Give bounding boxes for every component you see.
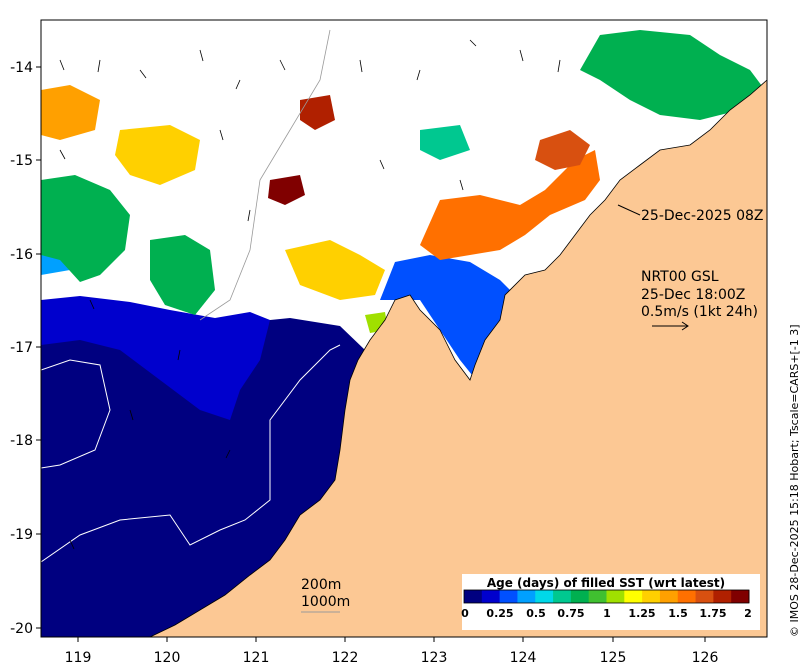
colorbar-tick-label: 1 bbox=[603, 607, 611, 620]
lon-tick-label: 123 bbox=[421, 650, 448, 666]
colorbar-tick-label: 2 bbox=[744, 607, 752, 620]
colorbar-swatch bbox=[517, 590, 536, 603]
sst-age-green-mid bbox=[150, 235, 215, 315]
colorbar-swatch bbox=[553, 590, 572, 603]
colorbar-tick-label: 0.25 bbox=[486, 607, 513, 620]
colorbar-tick-label: 1.5 bbox=[668, 607, 688, 620]
sst-age-green-northeast bbox=[580, 30, 765, 120]
bathy-contour-1000m bbox=[41, 344, 341, 563]
colorbar-swatch bbox=[713, 590, 732, 603]
colorbar-swatch bbox=[481, 590, 501, 603]
sst-age-orange-west bbox=[41, 85, 100, 140]
colorbar-tick-label: 0.5 bbox=[526, 607, 546, 620]
lon-axis: 119 120 121 122 123 124 125 126 bbox=[65, 637, 719, 666]
map-frame bbox=[40, 19, 768, 638]
sst-age-blue-region bbox=[41, 296, 270, 420]
contour-1000m-label: 1000m bbox=[301, 594, 350, 610]
colorbar-swatch bbox=[731, 590, 750, 603]
lat-tick-label: -18 bbox=[10, 433, 33, 449]
colorbar-swatch bbox=[570, 590, 590, 603]
sst-age-zero-region bbox=[41, 318, 365, 637]
lat-tick-label: -16 bbox=[10, 247, 33, 263]
sst-age-orange-northeast bbox=[535, 130, 590, 170]
current-time-label: 25-Dec 18:00Z bbox=[641, 287, 745, 303]
lat-tick-label: -15 bbox=[10, 153, 33, 169]
colorbar-swatch bbox=[695, 590, 714, 603]
lat-tick-label: -19 bbox=[10, 527, 33, 543]
current-source-label: NRT00 GSL bbox=[641, 269, 719, 285]
lon-tick-label: 124 bbox=[510, 650, 537, 666]
colorbar-swatch bbox=[659, 590, 679, 603]
colorbar-swatch bbox=[464, 590, 483, 603]
credit-text: © IMOS 28-Dec-2025 15:18 Hobart; Tscale=… bbox=[788, 324, 801, 637]
colorbar-tick-label: 1.25 bbox=[628, 607, 655, 620]
lat-tick-label: -20 bbox=[10, 621, 33, 637]
colorbar-swatch bbox=[624, 590, 643, 603]
colorbar-tick-label: 0.75 bbox=[557, 607, 584, 620]
colorbar-swatch bbox=[677, 590, 697, 603]
colorbar-swatch bbox=[588, 590, 607, 603]
arrow-scale-label: 0.5m/s (1kt 24h) bbox=[641, 304, 758, 320]
current-vectors bbox=[59, 39, 561, 550]
lon-tick-label: 122 bbox=[332, 650, 359, 666]
sst-age-red-north bbox=[300, 95, 335, 130]
sst-age-orange-east bbox=[420, 150, 600, 260]
colorbar-swatch bbox=[606, 590, 625, 603]
sst-age-yellow-mid bbox=[285, 240, 385, 300]
colorbar-title: Age (days) of filled SST (wrt latest) bbox=[487, 576, 725, 590]
lon-tick-label: 119 bbox=[65, 650, 92, 666]
contour-200m-label: 200m bbox=[301, 577, 341, 593]
colorbar-swatch bbox=[642, 590, 661, 603]
colorbar-outline bbox=[463, 589, 750, 604]
map-plot-area bbox=[41, 20, 767, 637]
lat-tick-label: -17 bbox=[10, 340, 33, 356]
sst-age-darkred-patch bbox=[268, 175, 305, 205]
colorbar-swatches bbox=[464, 590, 750, 603]
scale-arrow bbox=[652, 321, 689, 331]
bathy-contour-offshore bbox=[199, 29, 331, 321]
lon-tick-label: 121 bbox=[243, 650, 270, 666]
lon-tick-label: 120 bbox=[154, 650, 181, 666]
colorbar-swatch bbox=[499, 590, 518, 603]
colorbar-tick-label: 1.75 bbox=[699, 607, 726, 620]
lat-tick-label: -14 bbox=[10, 60, 33, 76]
lat-axis: -14 -15 -16 -17 -18 -19 -20 bbox=[10, 60, 41, 637]
colorbar-tick-label: 0 bbox=[461, 607, 469, 620]
sst-age-green-west bbox=[41, 175, 130, 282]
sst-age-green-north bbox=[420, 125, 470, 160]
sst-age-yellow-west bbox=[115, 125, 200, 185]
land-mass bbox=[149, 79, 767, 637]
colorbar: Age (days) of filled SST (wrt latest) 0 … bbox=[461, 574, 760, 630]
lon-tick-label: 126 bbox=[692, 650, 719, 666]
pass-time-leader bbox=[617, 204, 641, 216]
colorbar-swatch bbox=[535, 590, 554, 603]
bathy-contour-200m bbox=[41, 359, 111, 469]
pass-time-label: 25-Dec-2025 08Z bbox=[641, 208, 764, 224]
lon-tick-label: 125 bbox=[600, 650, 627, 666]
